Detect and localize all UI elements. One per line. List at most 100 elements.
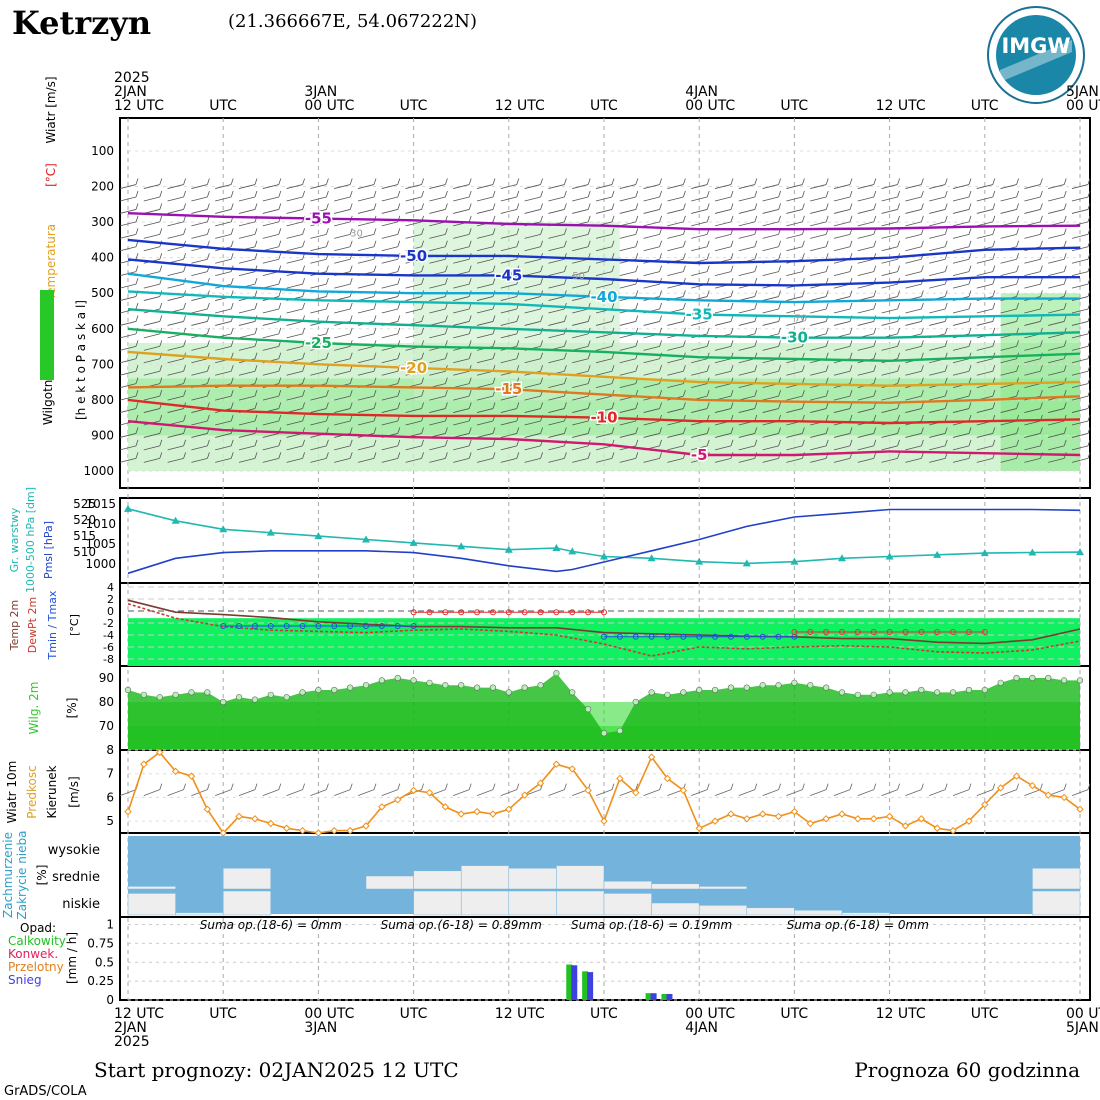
- wind-barb: [453, 228, 472, 239]
- wind-barb: [143, 389, 163, 401]
- pressure-tick: 800: [91, 393, 114, 407]
- wind-barb: [453, 178, 472, 189]
- wind-barb: [572, 178, 591, 189]
- wind-barb: [738, 365, 758, 376]
- wind-speed-point: [203, 805, 212, 813]
- temp-tick: 2: [107, 593, 114, 606]
- wind-barb: [1048, 265, 1067, 277]
- wind-barb: [334, 439, 353, 451]
- wind-barb: [238, 439, 258, 451]
- wind-barb: [238, 340, 258, 351]
- cloud-level-label: wysokie: [48, 843, 100, 858]
- wind-barb: [429, 228, 448, 239]
- wind-barb: [167, 340, 186, 351]
- wind-speed-point: [1076, 805, 1084, 813]
- wind-barb: [1000, 365, 1019, 376]
- wind-barb: [238, 365, 258, 376]
- wind-barb: [857, 203, 877, 214]
- tminmax-point: [680, 633, 687, 640]
- wind-barb: [619, 240, 639, 252]
- wind-speed-point: [552, 760, 561, 768]
- wind-barb: [548, 240, 567, 252]
- thickness-point: [124, 504, 132, 512]
- wind-speed-point: [505, 805, 513, 813]
- wind-barb: [429, 178, 448, 189]
- time-label-bottom: 00 UTC: [685, 1006, 735, 1022]
- wind-barb: [357, 452, 377, 463]
- wind10m-barb: [976, 783, 996, 797]
- city-title: Ketrzyn: [12, 4, 151, 42]
- wind-barb: [572, 265, 591, 277]
- wind-barb: [619, 427, 639, 438]
- wind-barb: [691, 178, 710, 189]
- wind-barb: [738, 265, 758, 277]
- wind10m-barb: [143, 783, 163, 797]
- wind-barb: [833, 265, 853, 277]
- wind-barb: [453, 203, 472, 214]
- wind-barb: [595, 365, 615, 376]
- wind-barb: [548, 203, 567, 214]
- wind-barb: [119, 439, 139, 451]
- wind-barb: [476, 203, 496, 214]
- humidity-point: [918, 686, 925, 694]
- wind-barb: [881, 203, 900, 214]
- wind10m-barb: [548, 783, 567, 797]
- wind-barb: [357, 203, 377, 214]
- wind-barb: [191, 215, 210, 227]
- wind-barb: [643, 215, 662, 227]
- wind-barb: [548, 178, 567, 189]
- wind-barb: [334, 190, 353, 202]
- wind-barb: [833, 427, 853, 438]
- wind-barb: [905, 190, 924, 202]
- wind-barb: [286, 327, 305, 339]
- humidity-point: [838, 689, 846, 696]
- cloud-cover-bar: [365, 875, 414, 890]
- wind-barb: [119, 240, 139, 252]
- wind10m-barb: [429, 783, 448, 797]
- wind-barb: [619, 365, 639, 376]
- wind-barb: [595, 265, 615, 277]
- temp-axis-label: Tmin / Tmax: [46, 590, 59, 660]
- thickness-point: [457, 542, 466, 550]
- wind-speed-point: [981, 800, 989, 809]
- wind-barb: [1024, 228, 1043, 239]
- wind-barb: [786, 365, 805, 376]
- wind-barb: [167, 452, 186, 463]
- pressure-tick: 200: [91, 180, 114, 194]
- wind-barb: [595, 203, 615, 214]
- humidity-point: [1045, 674, 1052, 682]
- wind-barb: [833, 340, 853, 351]
- cloud-cover-bar: [698, 905, 748, 916]
- wind10m-barb: [833, 783, 853, 797]
- cloud-axis-label: Zakrycie nieba: [15, 831, 29, 920]
- humidity-point: [711, 686, 719, 694]
- wind-barb: [1071, 402, 1091, 413]
- wind-barb: [905, 178, 924, 189]
- pressure-tick: 300: [91, 215, 114, 229]
- wind-barb: [857, 439, 877, 451]
- thickness-tick: 520: [73, 513, 96, 527]
- wind-barb: [857, 327, 877, 339]
- wind-barb: [1024, 190, 1043, 202]
- wind-barb: [1071, 215, 1091, 227]
- wind-barb: [810, 327, 829, 339]
- wind-barb: [262, 302, 282, 314]
- wind-barb: [905, 302, 924, 314]
- tminmax-point: [553, 609, 560, 616]
- tminmax-point: [426, 609, 433, 616]
- wind-barb: [262, 452, 282, 463]
- wind-barb: [381, 327, 401, 339]
- wind-barb: [714, 277, 734, 289]
- wind-barb: [405, 203, 424, 214]
- tminmax-point: [616, 633, 623, 640]
- humidity-point: [394, 674, 401, 682]
- wind-speed-point: [711, 817, 719, 825]
- panel-frame-press: [119, 497, 1091, 584]
- wind-barb: [691, 427, 710, 438]
- wind-speed-point: [838, 810, 846, 818]
- temp-tick: -6: [103, 641, 114, 654]
- pressure-axis-label: 1000-500 hPa [dm]: [24, 487, 37, 593]
- precip-sum-label: Suma op.(6-18) = 0.89mm: [381, 918, 542, 932]
- isotherm-line: [127, 308, 1081, 339]
- thickness-tick: 525: [73, 497, 96, 511]
